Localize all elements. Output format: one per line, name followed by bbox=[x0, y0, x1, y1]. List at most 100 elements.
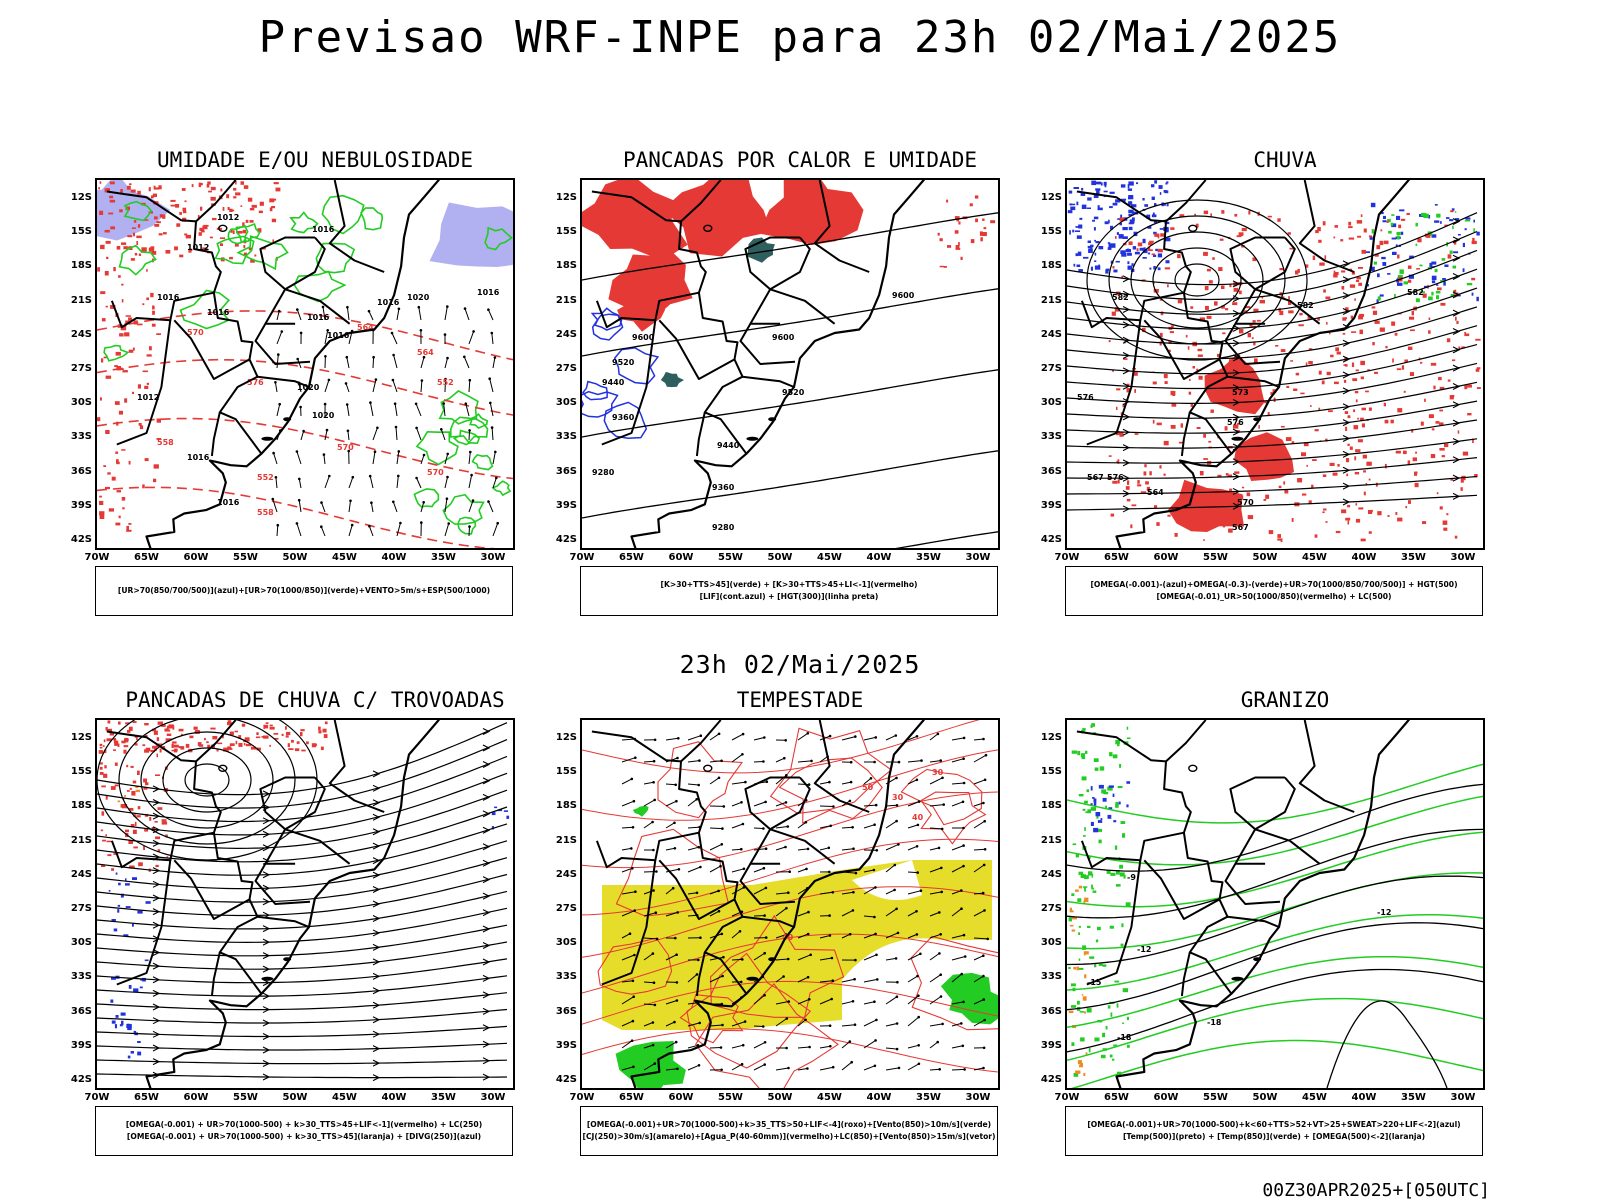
political-border bbox=[258, 917, 310, 927]
speckle bbox=[182, 188, 186, 191]
contour-value-label: 9280 bbox=[712, 523, 735, 532]
speckle bbox=[1136, 182, 1138, 184]
political-border bbox=[1182, 952, 1190, 996]
wind-vector bbox=[348, 431, 349, 440]
latitude-tick-label: 42S bbox=[550, 1074, 577, 1085]
speckle bbox=[1277, 534, 1281, 538]
wind-vector bbox=[732, 959, 742, 960]
speckle bbox=[1098, 829, 1102, 832]
political-border bbox=[659, 293, 737, 379]
speckle bbox=[147, 383, 149, 385]
wind-vector-head bbox=[741, 1063, 744, 1066]
speckle bbox=[1341, 509, 1346, 513]
speckle bbox=[1149, 268, 1151, 270]
speckle bbox=[1397, 408, 1402, 412]
wind-vector-head bbox=[678, 868, 681, 871]
wind-vector bbox=[820, 782, 829, 784]
wind-vector-head bbox=[982, 954, 985, 957]
wind-vector-head bbox=[721, 933, 724, 936]
speckle bbox=[1306, 465, 1308, 467]
wind-vector-head bbox=[850, 761, 853, 764]
speckle bbox=[101, 830, 103, 832]
speckle bbox=[1416, 298, 1420, 302]
wind-vector bbox=[930, 761, 941, 762]
speckle bbox=[1152, 197, 1155, 200]
wind-vector-head bbox=[828, 781, 831, 784]
wind-vector-head bbox=[762, 1025, 765, 1028]
speckle bbox=[121, 242, 126, 245]
speckle bbox=[276, 188, 281, 192]
wind-vector-head bbox=[807, 848, 810, 851]
speckle bbox=[1222, 332, 1225, 334]
speckle bbox=[115, 785, 119, 787]
wind-vector-head bbox=[375, 378, 378, 381]
speckle bbox=[171, 205, 177, 207]
lake-outline bbox=[1189, 765, 1197, 771]
wind-vector-head bbox=[784, 739, 787, 742]
wind-vector-head bbox=[785, 774, 788, 777]
wind-vector-head bbox=[697, 784, 700, 787]
wind-vector bbox=[299, 479, 301, 488]
speckle bbox=[1127, 253, 1132, 256]
speckle bbox=[1380, 294, 1384, 296]
speckle bbox=[243, 230, 247, 234]
longitude-tick-label: 45W bbox=[815, 552, 845, 563]
speckle bbox=[1262, 297, 1264, 299]
speckle bbox=[1345, 518, 1350, 521]
speckle bbox=[1315, 429, 1319, 431]
speckle bbox=[1408, 460, 1411, 464]
wind-vector bbox=[886, 844, 898, 850]
wind-vector-head bbox=[632, 980, 635, 983]
speckle bbox=[1360, 361, 1365, 365]
speckle bbox=[1100, 766, 1105, 770]
wind-vector-head bbox=[916, 975, 919, 978]
wind-vector-head bbox=[963, 737, 966, 740]
wind-vector-head bbox=[897, 932, 900, 935]
wind-vector bbox=[666, 848, 675, 850]
speckle bbox=[1404, 391, 1406, 393]
wind-vector-head bbox=[320, 501, 323, 504]
speckle bbox=[1450, 210, 1453, 212]
speckle bbox=[137, 1041, 141, 1043]
wind-vector-head bbox=[744, 781, 747, 784]
contour-value-label: -18 bbox=[1117, 1033, 1132, 1042]
wind-vector bbox=[732, 849, 741, 850]
latitude-tick-label: 18S bbox=[550, 260, 577, 271]
speckle bbox=[123, 246, 128, 249]
speckle bbox=[147, 354, 152, 356]
longitude-tick-label: 35W bbox=[429, 1092, 459, 1103]
speckle bbox=[1127, 1017, 1129, 1020]
speckle bbox=[131, 766, 134, 768]
wind-vector-head bbox=[937, 733, 940, 736]
speckle bbox=[136, 737, 138, 740]
wind-vector-head bbox=[742, 733, 745, 736]
speckle bbox=[1431, 292, 1433, 296]
wind-vector-head bbox=[696, 892, 699, 895]
speckle bbox=[1069, 230, 1071, 234]
speckle bbox=[1429, 414, 1434, 418]
wind-vector-head bbox=[785, 907, 788, 910]
speckle bbox=[1440, 303, 1445, 306]
speckle bbox=[1436, 214, 1440, 218]
speckle bbox=[1355, 391, 1359, 393]
wind-vector-head bbox=[783, 757, 786, 760]
speckle bbox=[124, 795, 126, 797]
wind-vector bbox=[490, 403, 493, 416]
wind-vector-head bbox=[744, 1020, 747, 1023]
speckle bbox=[1275, 345, 1278, 347]
wind-vector-head bbox=[487, 308, 490, 311]
wind-vector-head bbox=[849, 933, 852, 936]
longitude-tick-label: 55W bbox=[716, 552, 746, 563]
wind-vector bbox=[952, 802, 963, 806]
wind-vector bbox=[297, 452, 301, 465]
speckle bbox=[1121, 253, 1126, 257]
speckle bbox=[318, 730, 321, 733]
speckle bbox=[1121, 944, 1124, 947]
speckle bbox=[980, 231, 983, 236]
speckle bbox=[1116, 261, 1120, 263]
wind-vector bbox=[688, 784, 699, 785]
speckle bbox=[1079, 1065, 1083, 1067]
streamline-hgt500 bbox=[1067, 250, 1477, 314]
speckle bbox=[1392, 252, 1397, 255]
speckle bbox=[1375, 321, 1380, 324]
